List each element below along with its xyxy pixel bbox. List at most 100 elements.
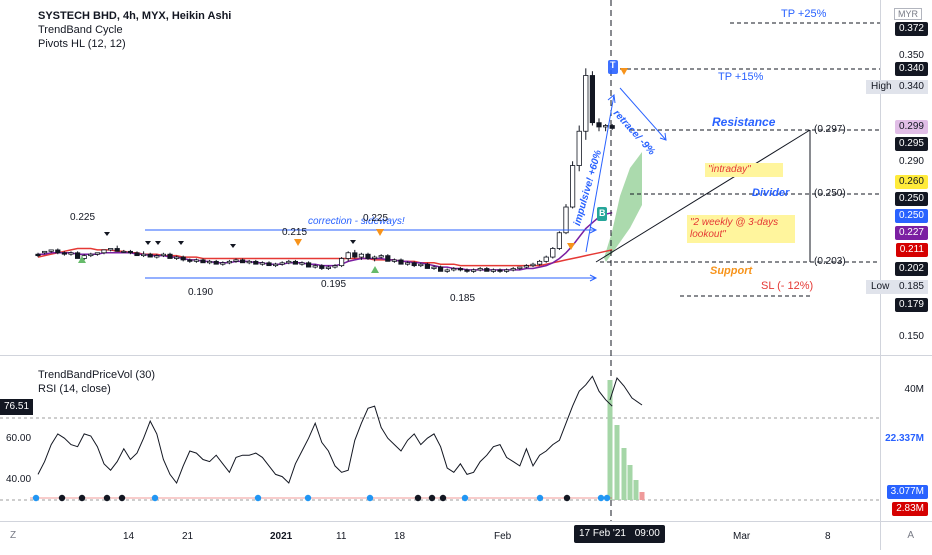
candle-body (470, 269, 477, 272)
pivot-high-marker (294, 239, 302, 246)
candle-body (451, 268, 457, 271)
candle-body (358, 253, 365, 258)
candle-body (411, 262, 417, 267)
trendband-dot (32, 494, 40, 502)
indicator-trendband[interactable]: TrendBand Cycle (38, 24, 123, 36)
candle-body (596, 122, 602, 128)
signal-t-text: T (610, 60, 616, 70)
sub-legend[interactable]: TrendBandPriceVol (30) RSI (14, close) (38, 368, 155, 396)
rsi-line-group (37, 375, 643, 485)
candle-body (589, 75, 596, 124)
retrace-arrow[interactable] (619, 87, 667, 141)
candle-body (61, 252, 68, 255)
candle-body (444, 269, 450, 272)
candle-body (48, 249, 54, 252)
candle-body (418, 263, 424, 267)
candle-body (563, 206, 569, 234)
fib-trend-line[interactable] (595, 129, 811, 263)
sl-label[interactable]: SL (- 12%) (761, 280, 814, 292)
indicator-rsi[interactable]: RSI (14, close) (38, 383, 111, 395)
volume-bar (614, 425, 620, 500)
time-tick: Mar (733, 531, 751, 542)
trendband-dot (428, 494, 436, 502)
candle-body (583, 75, 589, 132)
symbol-title[interactable]: SYSTECH BHD, 4h, MYX, Heikin Ashi (38, 10, 232, 22)
fib-250-label[interactable]: (0.250) (814, 188, 846, 199)
candle-body (570, 165, 576, 208)
rsi-line-tail (609, 377, 643, 406)
indicator-pricevol[interactable]: TrendBandPriceVol (30) (38, 369, 155, 381)
price-tick: 0.350 (898, 50, 924, 61)
swing-marker (230, 244, 236, 248)
candle-body (497, 269, 503, 272)
trendband-dot (603, 494, 611, 502)
price-badge-250b: 0.250 (894, 209, 928, 223)
swing-marker (350, 240, 356, 244)
candle-body (88, 253, 94, 257)
rsi-line (37, 375, 613, 485)
candle-body (537, 260, 543, 265)
candle-body (167, 253, 173, 259)
rsi-tick-60: 60.00 (6, 433, 32, 444)
candle-body (68, 252, 74, 255)
swing-marker (145, 241, 151, 245)
candle-body (371, 256, 378, 259)
tp25-label[interactable]: TP +25% (781, 8, 827, 20)
price-badge-260: 0.260 (894, 175, 928, 189)
candle-body (503, 269, 510, 272)
fib-203-label[interactable]: (0.203) (814, 256, 846, 267)
weekly-label[interactable]: "2 weekly @ 3-days lookout" (690, 217, 779, 240)
candle-body (101, 249, 107, 254)
volume-bars (607, 380, 645, 500)
currency-label[interactable]: MYR (894, 8, 922, 20)
correction-label[interactable]: correction - sideways! (308, 216, 405, 227)
impulsive-arrow[interactable] (585, 94, 615, 253)
weekly-note-bg[interactable] (687, 215, 795, 243)
divider-label[interactable]: Divider (752, 187, 790, 199)
correction-bottom-arrowhead (589, 274, 598, 282)
timezone-button[interactable]: Z (10, 530, 17, 541)
tp15-label[interactable]: TP +15% (718, 71, 764, 83)
support-label[interactable]: Support (710, 265, 753, 277)
low-value: 0.185 (898, 281, 924, 292)
trendband-dot (597, 494, 605, 502)
candle-body (305, 262, 312, 268)
auto-scale-button[interactable]: A (907, 530, 914, 541)
price-badge-202: 0.202 (894, 262, 928, 276)
high-label: High (871, 81, 892, 92)
candle-body (266, 262, 272, 267)
pivot-label: 0.185 (450, 293, 476, 304)
candle-body (490, 269, 497, 272)
fib-297-label[interactable]: (0.297) (814, 124, 846, 135)
candle-body (180, 256, 186, 261)
resistance-label[interactable]: Resistance (712, 115, 776, 129)
price-badge-227: 0.227 (894, 226, 928, 240)
vol-badge-2: 2.83M (892, 502, 928, 516)
candle-body (253, 260, 259, 265)
signal-b-marker[interactable] (597, 207, 607, 221)
signal-t-marker[interactable] (608, 60, 618, 74)
price-tick: 0.150 (898, 331, 924, 342)
main-legend[interactable]: SYSTECH BHD, 4h, MYX, Heikin Ashi TrendB… (38, 9, 231, 51)
vol-tick-40m: 40M (904, 384, 924, 395)
candle-body (530, 263, 536, 267)
candle-body (259, 262, 266, 265)
candle-body (206, 260, 213, 264)
indicator-pivots[interactable]: Pivots HL (12, 12) (38, 38, 126, 50)
intraday-note-bg[interactable] (705, 163, 783, 177)
volume-bar (639, 492, 645, 500)
candle-body (239, 259, 246, 264)
intraday-label[interactable]: "intraday" (708, 164, 751, 175)
candle-body (437, 266, 444, 272)
price-badge-299: 0.299 (894, 120, 928, 134)
candle-body (114, 248, 120, 252)
candle-body (292, 260, 299, 265)
trendband-cloud-area (604, 152, 642, 262)
moving-averages (37, 211, 613, 271)
pivot-label: 0.190 (188, 287, 214, 298)
volume-bar (607, 380, 613, 500)
candle-body (121, 250, 127, 253)
crosshair-date: 17 Feb '21 (579, 528, 626, 539)
